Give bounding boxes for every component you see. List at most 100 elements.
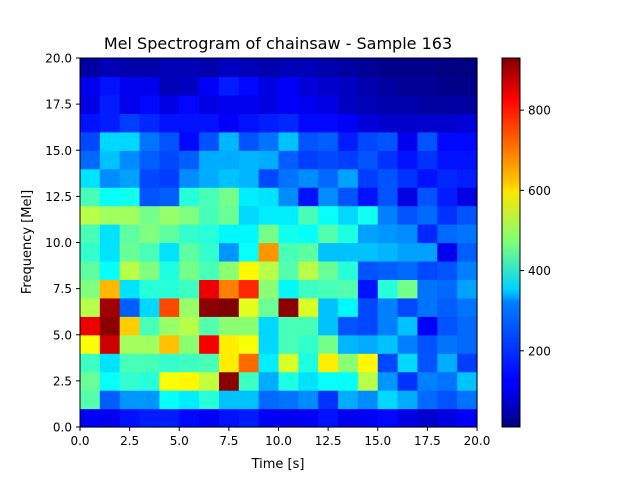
heatmap-cell bbox=[218, 168, 240, 188]
heatmap-cell bbox=[298, 94, 319, 114]
heatmap-cell bbox=[338, 390, 359, 410]
heatmap-cell bbox=[457, 334, 478, 354]
heatmap-cell bbox=[159, 242, 180, 262]
heatmap-cell bbox=[437, 371, 458, 391]
heatmap-cell bbox=[357, 390, 379, 410]
heatmap-cell bbox=[338, 131, 359, 151]
heatmap-cell bbox=[199, 408, 220, 428]
heatmap-cell bbox=[298, 150, 319, 170]
heatmap-cell bbox=[179, 297, 200, 317]
heatmap-cell bbox=[159, 168, 180, 188]
heatmap-cell bbox=[357, 316, 379, 336]
heatmap-cell bbox=[357, 260, 379, 280]
heatmap-cell bbox=[159, 353, 180, 373]
x-tick-label: 2.5 bbox=[120, 434, 139, 448]
heatmap-cell bbox=[119, 205, 141, 225]
heatmap-cell bbox=[338, 168, 359, 188]
heatmap-cell bbox=[437, 408, 458, 428]
heatmap-cell bbox=[437, 260, 458, 280]
heatmap-cell bbox=[159, 316, 180, 336]
heatmap-cell bbox=[238, 408, 260, 428]
heatmap-cell bbox=[298, 316, 319, 336]
heatmap-cell bbox=[437, 279, 458, 299]
heatmap-cell bbox=[258, 150, 280, 170]
heatmap-cell bbox=[159, 297, 180, 317]
heatmap-cell bbox=[179, 260, 200, 280]
heatmap-cell bbox=[218, 408, 240, 428]
heatmap-cell bbox=[278, 205, 299, 225]
heatmap-cell bbox=[357, 334, 379, 354]
heatmap-cell bbox=[80, 408, 101, 428]
heatmap-cell bbox=[80, 242, 101, 262]
heatmap-cell bbox=[357, 131, 379, 151]
heatmap-cell bbox=[199, 242, 220, 262]
heatmap-cell bbox=[139, 113, 160, 133]
heatmap-cell bbox=[397, 224, 419, 244]
heatmap-cell bbox=[80, 334, 101, 354]
heatmap-cell bbox=[278, 297, 299, 317]
heatmap-cell bbox=[318, 76, 339, 96]
heatmap-cell bbox=[119, 353, 141, 373]
heatmap-cell bbox=[139, 408, 160, 428]
heatmap-cell bbox=[159, 371, 180, 391]
heatmap-cell bbox=[179, 316, 200, 336]
heatmap-cell bbox=[199, 58, 220, 78]
heatmap-cell bbox=[278, 371, 299, 391]
heatmap-cell bbox=[377, 353, 399, 373]
heatmap-cell bbox=[80, 205, 101, 225]
heatmap-cell bbox=[218, 316, 240, 336]
heatmap-cell bbox=[80, 371, 101, 391]
heatmap-cell bbox=[119, 371, 141, 391]
heatmap-cell bbox=[238, 242, 260, 262]
heatmap-cell bbox=[119, 187, 141, 207]
heatmap-cell bbox=[179, 371, 200, 391]
colorbar-tick-label: 200 bbox=[528, 344, 551, 358]
heatmap-cell bbox=[457, 408, 478, 428]
heatmap-cell bbox=[357, 224, 379, 244]
heatmap-cell bbox=[377, 334, 399, 354]
heatmap-cell bbox=[377, 76, 399, 96]
heatmap-cell bbox=[397, 76, 419, 96]
heatmap-cell bbox=[357, 279, 379, 299]
heatmap-cell bbox=[258, 260, 280, 280]
heatmap-cell bbox=[199, 279, 220, 299]
heatmap-cell bbox=[278, 58, 299, 78]
heatmap-cell bbox=[437, 113, 458, 133]
heatmap-cell bbox=[139, 390, 160, 410]
heatmap-cell bbox=[397, 316, 419, 336]
heatmap-cell bbox=[80, 168, 101, 188]
heatmap-cell bbox=[278, 316, 299, 336]
heatmap-cell bbox=[338, 205, 359, 225]
heatmap-cell bbox=[318, 150, 339, 170]
y-tick-label: 12.5 bbox=[45, 190, 72, 204]
heatmap-cell bbox=[457, 187, 478, 207]
heatmap-cell bbox=[119, 297, 141, 317]
heatmap-cell bbox=[457, 94, 478, 114]
heatmap-cell bbox=[417, 205, 438, 225]
heatmap-cell bbox=[457, 168, 478, 188]
heatmap-cell bbox=[199, 353, 220, 373]
heatmap-cell bbox=[397, 353, 419, 373]
heatmap-cell bbox=[99, 279, 121, 299]
heatmap-cell bbox=[318, 187, 339, 207]
heatmap-cell bbox=[338, 242, 359, 262]
heatmap-cell bbox=[238, 76, 260, 96]
heatmap-cell bbox=[238, 297, 260, 317]
heatmap-cell bbox=[99, 94, 121, 114]
heatmap-cell bbox=[258, 94, 280, 114]
heatmap-cell bbox=[377, 390, 399, 410]
colorbar-tick-label: 800 bbox=[528, 104, 551, 118]
heatmap-cell bbox=[218, 242, 240, 262]
heatmap-cell bbox=[80, 224, 101, 244]
heatmap-cell bbox=[80, 131, 101, 151]
heatmap-cell bbox=[199, 187, 220, 207]
heatmap-cell bbox=[457, 150, 478, 170]
heatmap-cell bbox=[199, 76, 220, 96]
heatmap-cell bbox=[377, 205, 399, 225]
heatmap-cell bbox=[218, 279, 240, 299]
heatmap-cell bbox=[218, 353, 240, 373]
heatmap-cell bbox=[338, 279, 359, 299]
heatmap-cell bbox=[199, 371, 220, 391]
heatmap-cell bbox=[437, 334, 458, 354]
